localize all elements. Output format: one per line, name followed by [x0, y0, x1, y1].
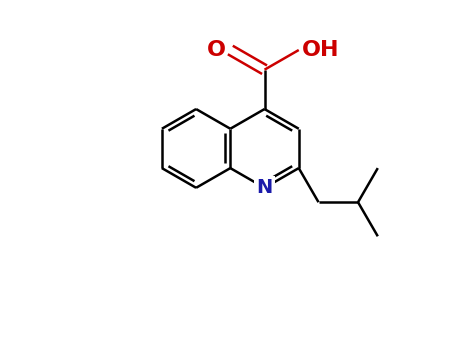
Text: N: N [257, 178, 273, 197]
Text: OH: OH [302, 40, 339, 60]
Text: O: O [207, 40, 225, 60]
